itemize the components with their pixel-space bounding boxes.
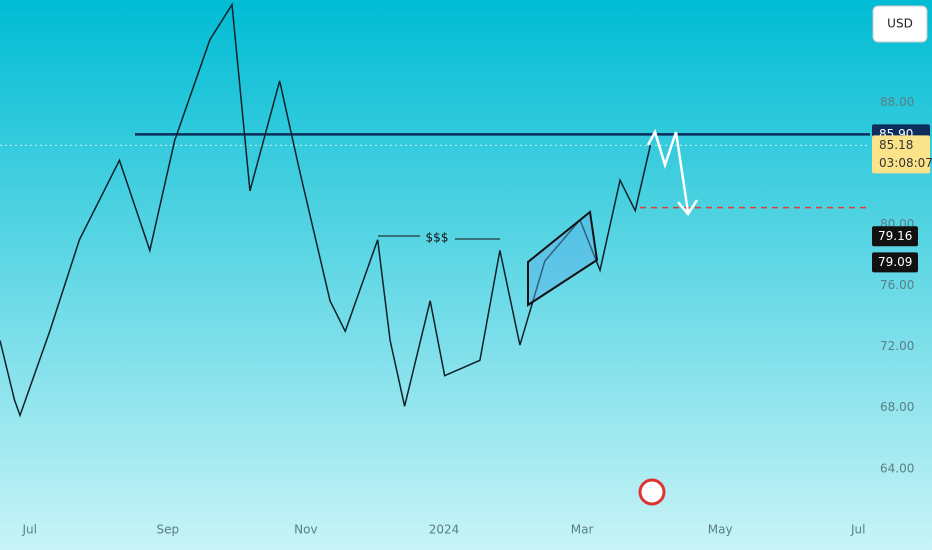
currency-button[interactable]: [872, 5, 928, 43]
y-tick-label: 64.00: [880, 461, 914, 475]
x-tick-label: Sep: [156, 523, 179, 537]
y-tick-label: 68.00: [880, 400, 914, 414]
y-tick-label: 72.00: [880, 339, 914, 353]
x-tick-label: Jul: [21, 523, 36, 537]
y-tick-label: 88.00: [880, 95, 914, 109]
price-label-box: [872, 252, 918, 273]
price-label-box: [872, 135, 930, 174]
price-label: 79.09: [878, 255, 912, 269]
x-tick-label: Mar: [571, 523, 594, 537]
price-label: 79.16: [878, 229, 912, 243]
arrow-head: [677, 199, 699, 217]
price-label: 85.18: [879, 138, 913, 152]
price-label-box: [872, 226, 918, 247]
currency-label: USD: [887, 17, 913, 31]
x-tick-label: 2024: [429, 523, 460, 537]
x-tick-label: May: [708, 523, 733, 537]
price-line: [0, 2, 652, 418]
x-tick-label: Nov: [294, 523, 317, 537]
event-icon: [638, 478, 666, 506]
projection-arrow: [646, 128, 690, 213]
channel: [527, 210, 599, 307]
annotation: $$$: [426, 231, 449, 245]
x-tick-label: Jul: [850, 523, 865, 537]
countdown: 03:08:07: [879, 156, 932, 170]
y-tick-label: 76.00: [880, 278, 914, 292]
